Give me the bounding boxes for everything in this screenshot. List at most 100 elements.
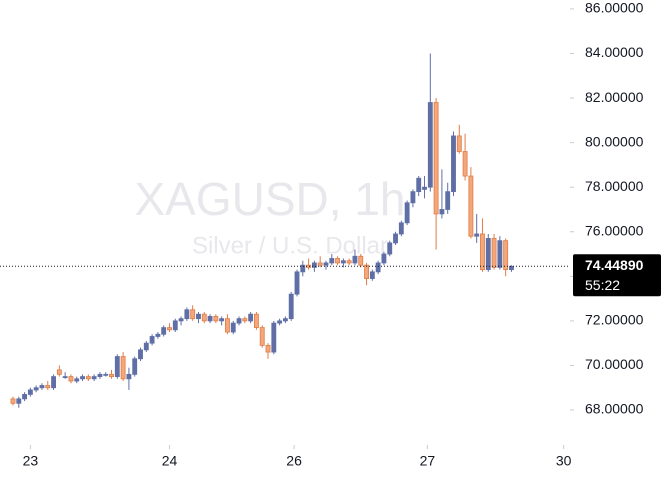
candle-body <box>230 322 236 333</box>
y-tick-label: 78.00000 <box>585 178 644 194</box>
y-tick-label: 82.00000 <box>585 89 644 105</box>
candle-body <box>74 378 80 382</box>
candle-body <box>485 238 491 271</box>
candle-body <box>16 398 22 404</box>
candle-body <box>369 271 375 279</box>
candle-body <box>335 258 341 264</box>
candle-body <box>120 356 126 380</box>
y-tick-label: 68.00000 <box>585 401 644 417</box>
x-tick-label: 23 <box>23 453 39 469</box>
candle-body <box>126 373 132 380</box>
candle-body <box>225 318 230 333</box>
candle-body <box>22 394 28 400</box>
y-tick-label: 76.00000 <box>585 222 644 238</box>
candle-body <box>300 264 306 273</box>
candle-body <box>80 376 85 380</box>
candle-body <box>213 316 219 322</box>
candle-body <box>265 344 271 353</box>
candle-body <box>445 191 451 210</box>
last-price-box <box>573 254 661 297</box>
candle-body <box>462 151 468 177</box>
y-tick-label: 80.00000 <box>585 133 644 149</box>
candle-body <box>288 293 294 320</box>
candle-body <box>410 191 416 204</box>
candle-body <box>161 327 167 335</box>
candle-body <box>114 356 120 377</box>
candle-body <box>259 327 265 346</box>
candle-body <box>393 233 398 244</box>
candle-body <box>398 222 404 235</box>
last-price-label: 74.44890 <box>585 257 644 273</box>
candle-body <box>509 265 514 271</box>
candle-body <box>184 309 190 320</box>
candle-body <box>109 373 114 377</box>
candle-body <box>404 202 410 224</box>
candle-body <box>33 387 39 391</box>
candle-body <box>27 389 33 395</box>
candle-body <box>10 398 16 404</box>
candle-body <box>375 262 381 273</box>
y-tick-label: 86.00000 <box>585 0 644 16</box>
candle-body <box>491 238 497 268</box>
candle-body <box>253 313 259 328</box>
candle-body <box>323 262 329 266</box>
countdown: 55:22 <box>585 277 620 293</box>
candle-body <box>422 186 427 190</box>
candle-body <box>91 376 97 380</box>
candle-body <box>132 358 138 375</box>
candle-body <box>451 135 456 193</box>
x-tick-label: 30 <box>556 453 572 469</box>
watermark-subtitle: Silver / U.S. Dollar <box>192 232 388 259</box>
candle-body <box>311 262 317 268</box>
candle-body <box>190 309 196 320</box>
candle-body <box>346 260 352 264</box>
candle-body <box>317 262 323 266</box>
candle-body <box>167 327 172 331</box>
candle-body <box>85 376 91 380</box>
candle-body <box>329 258 335 264</box>
candle-body <box>242 318 248 322</box>
candle-body <box>340 260 346 264</box>
watermark-title: XAGUSD, 1h <box>135 173 406 225</box>
candle-body <box>172 320 178 331</box>
candle-body <box>277 320 283 324</box>
candle-body <box>178 318 184 322</box>
candle-body <box>207 316 213 322</box>
candle-body <box>468 175 474 237</box>
candle-body <box>352 255 358 264</box>
candle-body <box>439 209 445 215</box>
candle-body <box>97 373 103 377</box>
candle-body <box>282 318 288 322</box>
candle-body <box>387 242 393 255</box>
candle-body <box>294 271 300 295</box>
candle-body <box>155 333 161 337</box>
candle-body <box>358 255 364 266</box>
candle-body <box>480 233 485 271</box>
candle-body <box>497 240 503 268</box>
x-tick-label: 26 <box>286 453 302 469</box>
candle-body <box>45 385 51 389</box>
candle-body <box>143 342 149 351</box>
y-tick-label: 84.00000 <box>585 44 644 60</box>
candle-body <box>381 253 387 264</box>
candle-body <box>196 313 201 320</box>
candle-body <box>416 177 422 193</box>
candle-body <box>219 318 225 322</box>
candle-body <box>62 376 68 378</box>
candle-body <box>503 240 509 271</box>
y-tick-label: 72.00000 <box>585 312 644 328</box>
candle-body <box>51 376 56 389</box>
candle-body <box>39 385 45 389</box>
candle-body <box>306 264 312 268</box>
candle-body <box>433 102 439 215</box>
candle-body <box>456 135 462 152</box>
candle-body <box>68 376 74 382</box>
candle-body <box>201 313 207 322</box>
candle-body <box>56 369 62 375</box>
candle-body <box>138 349 143 360</box>
x-tick-label: 27 <box>420 453 436 469</box>
candle-body <box>427 102 433 188</box>
candle-body <box>236 318 242 324</box>
